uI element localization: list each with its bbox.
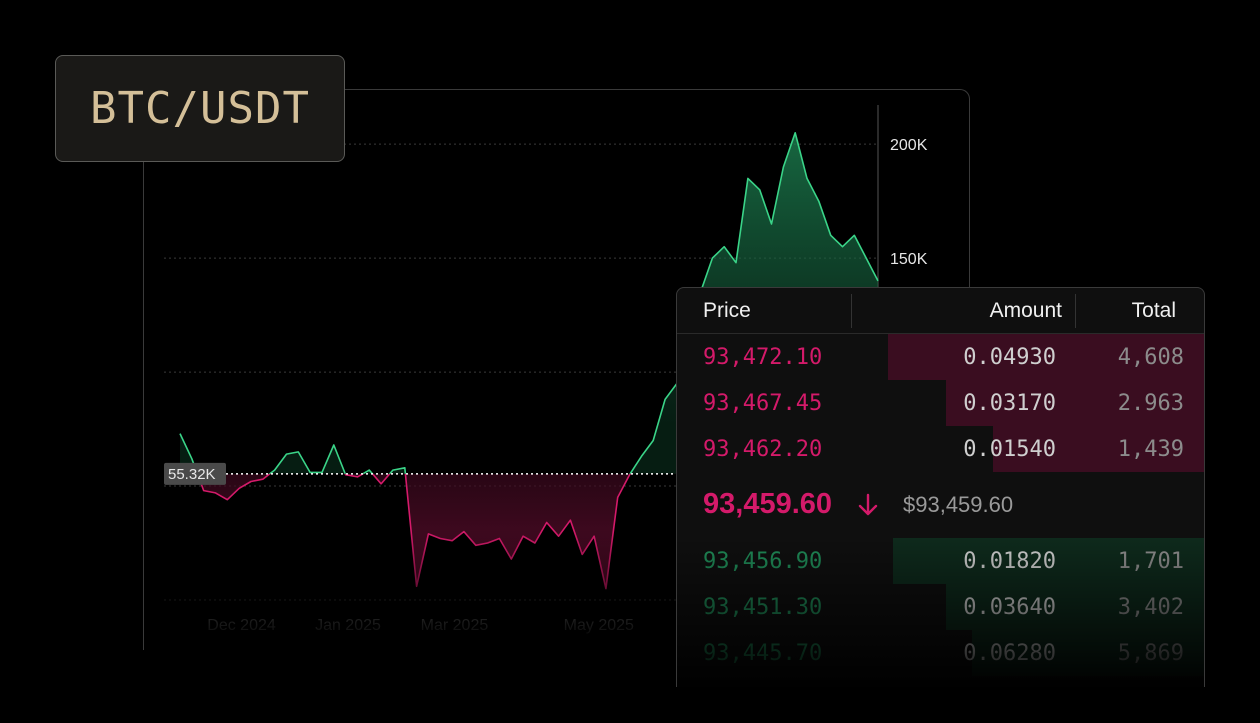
last-price: 93,459.60: [703, 488, 833, 520]
ask-row[interactable]: 93,462.20 0.01540 1,439: [677, 426, 1204, 472]
total-column-header[interactable]: Total: [1131, 299, 1176, 322]
x-tick-label: May 2025: [564, 617, 634, 634]
ask-depth-bar: [945, 380, 1204, 426]
ask-amount: 0.04930: [963, 345, 1056, 370]
bid-price: 93,451.30: [703, 595, 823, 620]
arrow-down-icon: [858, 493, 878, 516]
ask-total: 2.963: [1117, 391, 1184, 416]
order-book-header: Price Amount Total: [677, 288, 1204, 334]
ask-depth-bar: [887, 334, 1204, 380]
x-tick-label: Mar 2025: [421, 617, 489, 634]
bid-total: 5,869: [1117, 641, 1184, 666]
x-tick-label: Jan 2025: [315, 617, 381, 634]
ask-amount: 0.03170: [963, 391, 1056, 416]
price-line-above: [179, 132, 879, 474]
ask-row[interactable]: 93,472.10 0.04930 4,608: [677, 334, 1204, 380]
trading-pair-badge: BTC/USDT: [55, 55, 345, 162]
column-divider: [1075, 294, 1076, 328]
last-price-usd: $93,459.60: [903, 492, 1014, 517]
bid-total: 3,402: [1117, 595, 1184, 620]
ask-amount: 0.01540: [963, 437, 1056, 462]
y-tick-label: 150K: [890, 251, 928, 268]
baseline-label: 55.32K: [164, 462, 226, 485]
price-line-below: [196, 473, 632, 590]
ask-row[interactable]: 93,467.45 0.03170 2.963: [677, 380, 1204, 426]
bid-row[interactable]: 93,456.90 0.01820 1,701: [677, 538, 1204, 584]
order-book-panel: Price Amount Total 93,472.10 0.04930 4,6…: [676, 287, 1205, 687]
amount-column-header[interactable]: Amount: [989, 299, 1062, 322]
ask-price: 93,472.10: [703, 345, 823, 370]
ask-depth-bar: [993, 426, 1204, 472]
ask-total: 1,439: [1117, 437, 1184, 462]
bid-amount: 0.03640: [963, 595, 1056, 620]
y-tick-label: 200K: [890, 137, 928, 154]
area-below-baseline: [180, 473, 878, 589]
bid-price: 93,445.70: [703, 641, 823, 666]
mid-price-row: 93,459.60 $93,459.60: [677, 472, 1204, 538]
trading-pair-label: BTC/USDT: [90, 83, 310, 134]
ask-price: 93,467.45: [703, 391, 823, 416]
bid-price: 93,456.90: [703, 549, 823, 574]
svg-text:55.32K: 55.32K: [168, 466, 216, 483]
x-tick-label: Dec 2024: [207, 617, 276, 634]
column-divider: [851, 294, 852, 328]
ask-price: 93,462.20: [703, 437, 823, 462]
bid-amount: 0.01820: [963, 549, 1056, 574]
bid-total: 1,701: [1117, 549, 1184, 574]
bid-amount: 0.06280: [963, 641, 1056, 666]
ask-total: 4,608: [1117, 345, 1184, 370]
bid-row[interactable]: 93,451.30 0.03640 3,402: [677, 584, 1204, 630]
price-column-header[interactable]: Price: [703, 299, 751, 322]
bid-row[interactable]: 93,445.70 0.06280 5,869: [677, 630, 1204, 676]
